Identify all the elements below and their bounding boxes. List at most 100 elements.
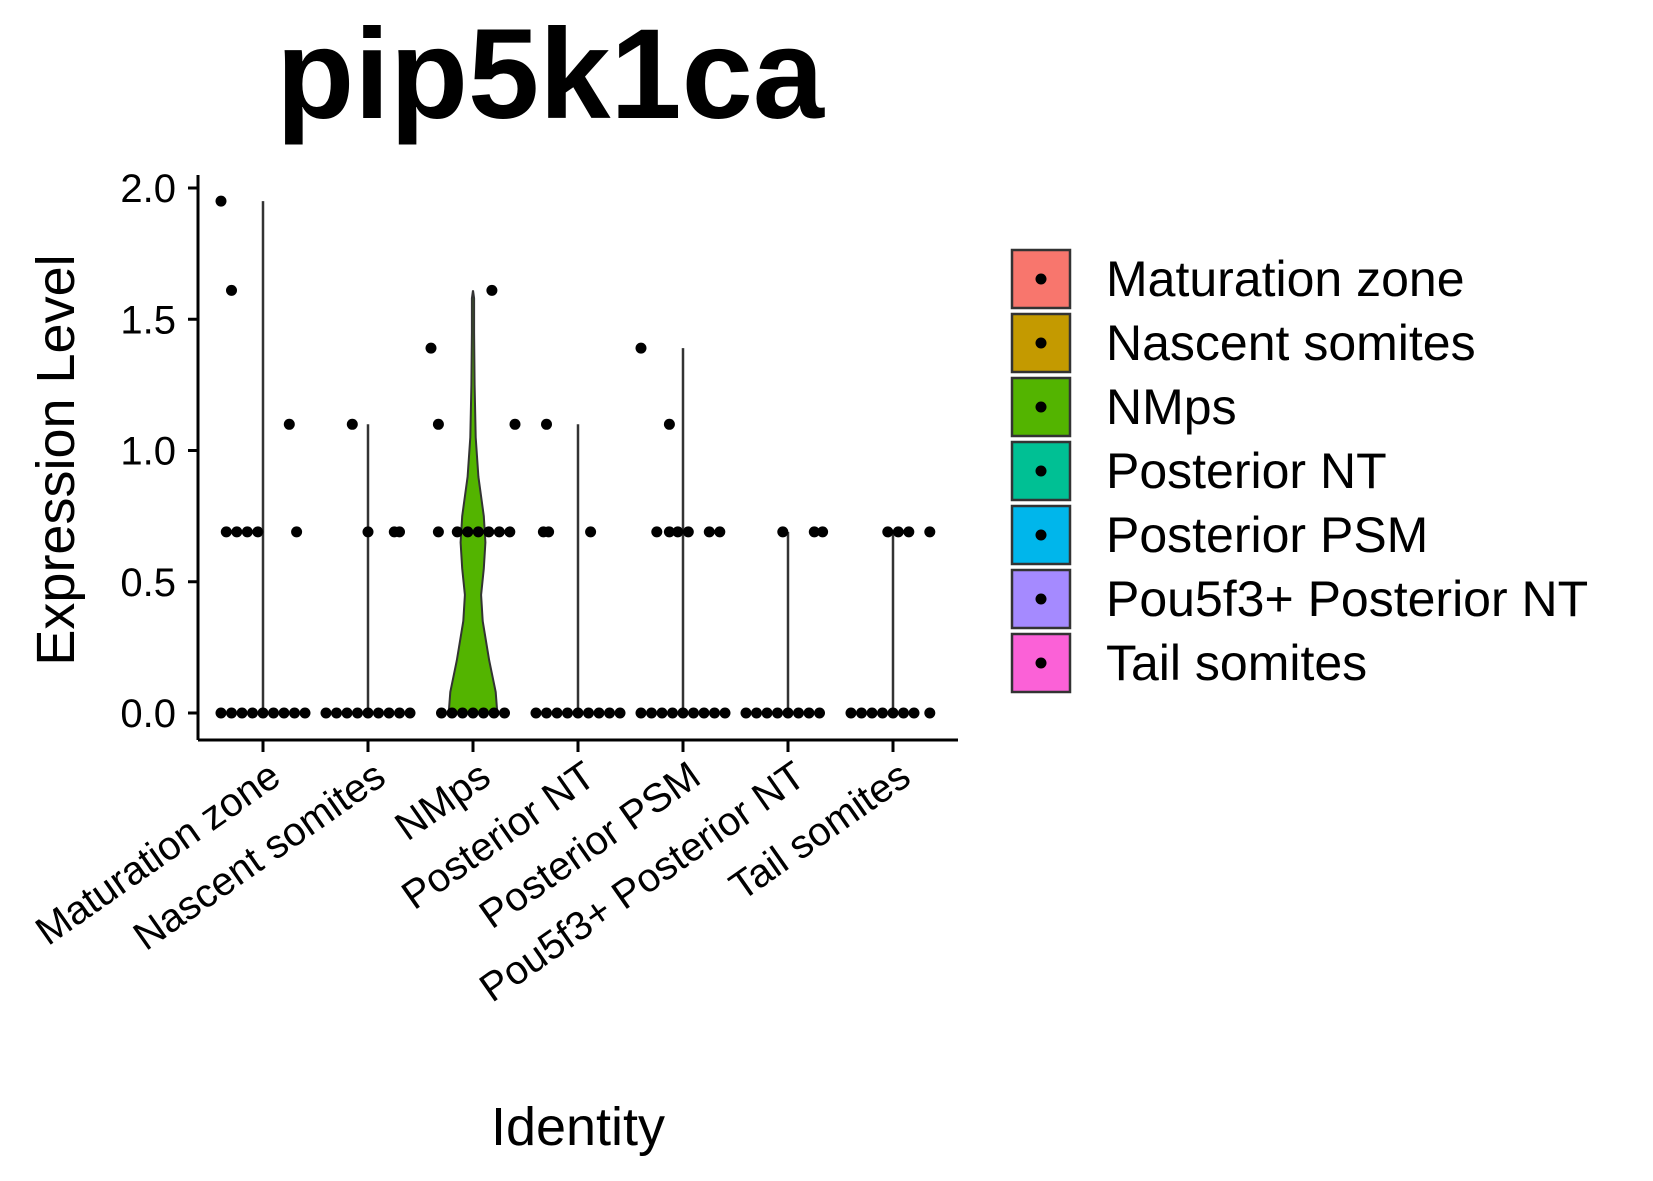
data-point xyxy=(331,707,342,719)
legend-label: Tail somites xyxy=(1106,635,1367,691)
data-point xyxy=(740,707,752,719)
data-point xyxy=(672,526,684,538)
data-point xyxy=(688,707,699,719)
data-point xyxy=(346,418,358,430)
data-point xyxy=(709,707,720,719)
y-tick-label: 0.0 xyxy=(120,692,176,736)
data-point xyxy=(719,707,731,719)
data-points xyxy=(215,195,936,719)
data-point xyxy=(504,526,516,538)
data-point xyxy=(220,526,232,538)
data-point xyxy=(362,526,374,538)
data-point xyxy=(924,526,936,538)
data-point xyxy=(432,418,444,430)
data-point xyxy=(677,707,689,719)
data-point xyxy=(432,526,444,538)
data-point xyxy=(541,418,552,430)
legend-dot xyxy=(1035,401,1047,413)
violins xyxy=(261,201,895,714)
data-point xyxy=(252,526,264,538)
data-point xyxy=(887,707,899,719)
data-point xyxy=(898,707,909,719)
y-axis-ticks: 0.0 0.5 1.0 1.5 2.0 xyxy=(120,167,198,736)
data-point xyxy=(394,707,405,719)
data-point xyxy=(551,707,563,719)
data-point xyxy=(299,707,311,719)
data-point xyxy=(394,526,405,538)
y-tick-label: 0.5 xyxy=(120,561,176,605)
data-point xyxy=(543,526,555,538)
data-point xyxy=(714,526,726,538)
data-point xyxy=(289,707,300,719)
chart-title: pip5k1ca xyxy=(276,3,825,146)
data-point xyxy=(236,707,248,719)
legend-dot xyxy=(1035,465,1047,477)
data-point xyxy=(903,526,915,538)
data-point xyxy=(761,707,773,719)
data-point xyxy=(751,707,762,719)
data-point xyxy=(572,707,584,719)
data-point xyxy=(882,526,894,538)
data-point xyxy=(446,707,458,719)
data-point xyxy=(646,707,657,719)
data-point xyxy=(509,418,521,430)
data-point xyxy=(486,284,498,296)
data-point xyxy=(215,195,227,207)
data-point xyxy=(593,707,605,719)
data-point xyxy=(383,707,395,719)
data-point xyxy=(247,707,258,719)
data-point xyxy=(808,526,820,538)
y-tick-label: 2.0 xyxy=(120,167,176,211)
data-point xyxy=(604,707,615,719)
data-point xyxy=(530,707,542,719)
data-point xyxy=(656,707,668,719)
y-axis-label: Expression Level xyxy=(26,254,86,665)
data-point xyxy=(493,526,505,538)
data-point xyxy=(241,526,253,538)
legend-dot xyxy=(1035,337,1047,349)
data-point xyxy=(488,707,500,719)
legend-dot xyxy=(1035,529,1047,541)
data-point xyxy=(231,526,243,538)
data-point xyxy=(499,707,510,719)
data-point xyxy=(698,707,710,719)
data-point xyxy=(667,707,678,719)
data-point xyxy=(541,707,552,719)
data-point xyxy=(793,707,804,719)
data-point xyxy=(772,707,783,719)
data-point xyxy=(892,526,904,538)
data-point xyxy=(703,526,715,538)
legend-swatch xyxy=(1010,440,1072,502)
data-point xyxy=(478,707,489,719)
data-point xyxy=(663,526,675,538)
data-point xyxy=(467,707,479,719)
data-point xyxy=(268,707,279,719)
legend-label: NMps xyxy=(1106,379,1237,435)
data-point xyxy=(462,526,474,538)
data-point xyxy=(404,707,416,719)
data-point xyxy=(320,707,332,719)
data-point xyxy=(226,284,237,296)
data-point xyxy=(856,707,867,719)
legend-swatch xyxy=(1010,376,1072,438)
data-point xyxy=(436,707,447,719)
legend-label: Nascent somites xyxy=(1106,315,1476,371)
data-point xyxy=(562,707,573,719)
data-point xyxy=(278,707,290,719)
data-point xyxy=(585,526,597,538)
data-point xyxy=(663,418,675,430)
data-point xyxy=(457,707,468,719)
data-point xyxy=(782,707,794,719)
legend: Maturation zone Nascent somites NMps Poster… xyxy=(1010,248,1588,694)
data-point xyxy=(451,526,463,538)
data-point xyxy=(845,707,857,719)
data-point xyxy=(583,707,594,719)
data-point xyxy=(291,526,303,538)
data-point xyxy=(215,707,227,719)
data-point xyxy=(682,526,694,538)
data-point xyxy=(803,707,815,719)
legend-dot xyxy=(1035,593,1047,605)
data-point xyxy=(373,707,384,719)
data-point xyxy=(651,526,663,538)
